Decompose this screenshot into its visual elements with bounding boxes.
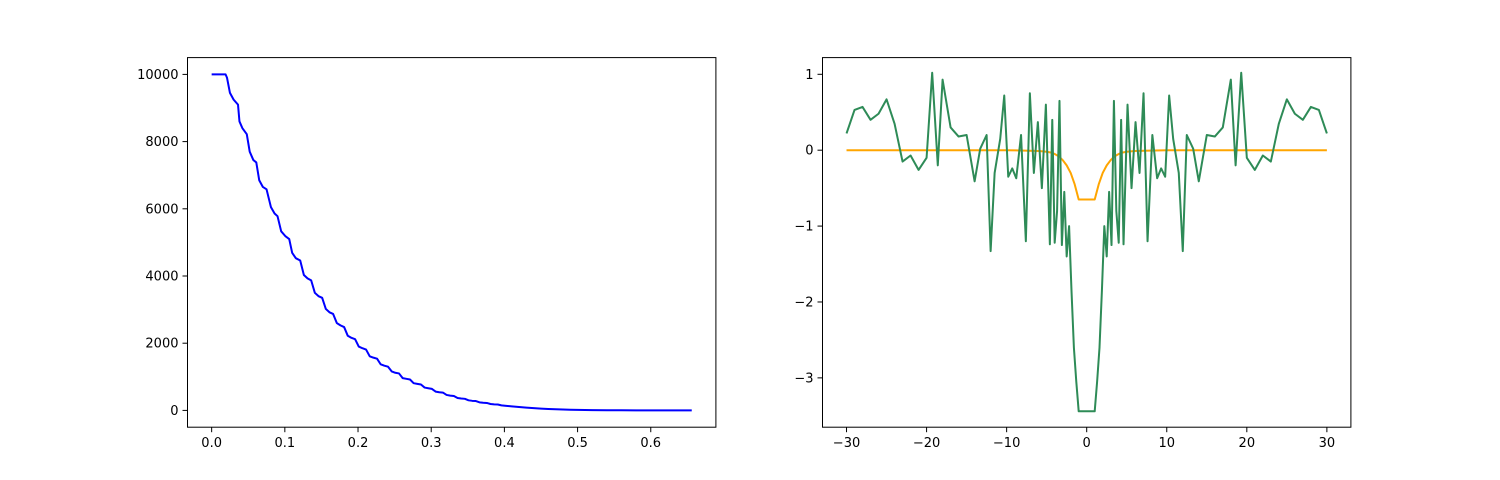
chart1-y-tick-label: −2 — [794, 295, 813, 310]
chart0-x-tick-label: 0.6 — [640, 436, 661, 451]
chart0-x-tick-label: 0.2 — [348, 436, 369, 451]
chart1-x-tick-label: 0 — [1083, 436, 1091, 451]
chart1-y-tick-label: 0 — [805, 144, 813, 159]
chart1-x-tick-label: −30 — [833, 436, 860, 451]
chart1-y-tick-label: 1 — [805, 68, 813, 83]
chart1-y-tick-label: −3 — [794, 371, 813, 386]
chart0-y-tick-label: 10000 — [137, 68, 178, 83]
chart0-y-tick-label: 0 — [170, 404, 178, 419]
chart1-series-1-line — [845, 71, 1328, 413]
chart1-axes-frame — [822, 57, 1352, 428]
chart0-x-tick-label: 0.4 — [494, 436, 515, 451]
chart1-x-tick-label: −10 — [993, 436, 1020, 451]
chart0-x-tick-label: 0.1 — [274, 436, 295, 451]
chart1-x-tick-label: 30 — [1319, 436, 1336, 451]
chart1-x-tick-label: −20 — [913, 436, 940, 451]
chart0-y-tick-label: 2000 — [145, 337, 178, 352]
chart1-y-tick-label: −1 — [794, 220, 813, 235]
chart0-y-tick-label: 6000 — [145, 202, 178, 217]
chart0-series-0-line — [211, 73, 692, 412]
left-chart: 0.0 0.1 0.2 0.3 0.4 0.5 0.6 0 2000 4000 6000 8000 10… — [137, 57, 717, 451]
chart0-y-tick-label: 8000 — [145, 135, 178, 150]
chart1-series-0-line — [846, 149, 1327, 201]
chart0-x-tick-label: 0.3 — [421, 436, 442, 451]
chart1-x-tick-label: 10 — [1158, 436, 1175, 451]
chart0-y-tick-label: 4000 — [145, 270, 178, 285]
chart0-x-tick-label: 0.0 — [201, 436, 222, 451]
chart0-x-tick-label: 0.5 — [567, 436, 588, 451]
chart1-x-tick-label: 20 — [1239, 436, 1256, 451]
chart0-axes-frame — [187, 57, 717, 428]
